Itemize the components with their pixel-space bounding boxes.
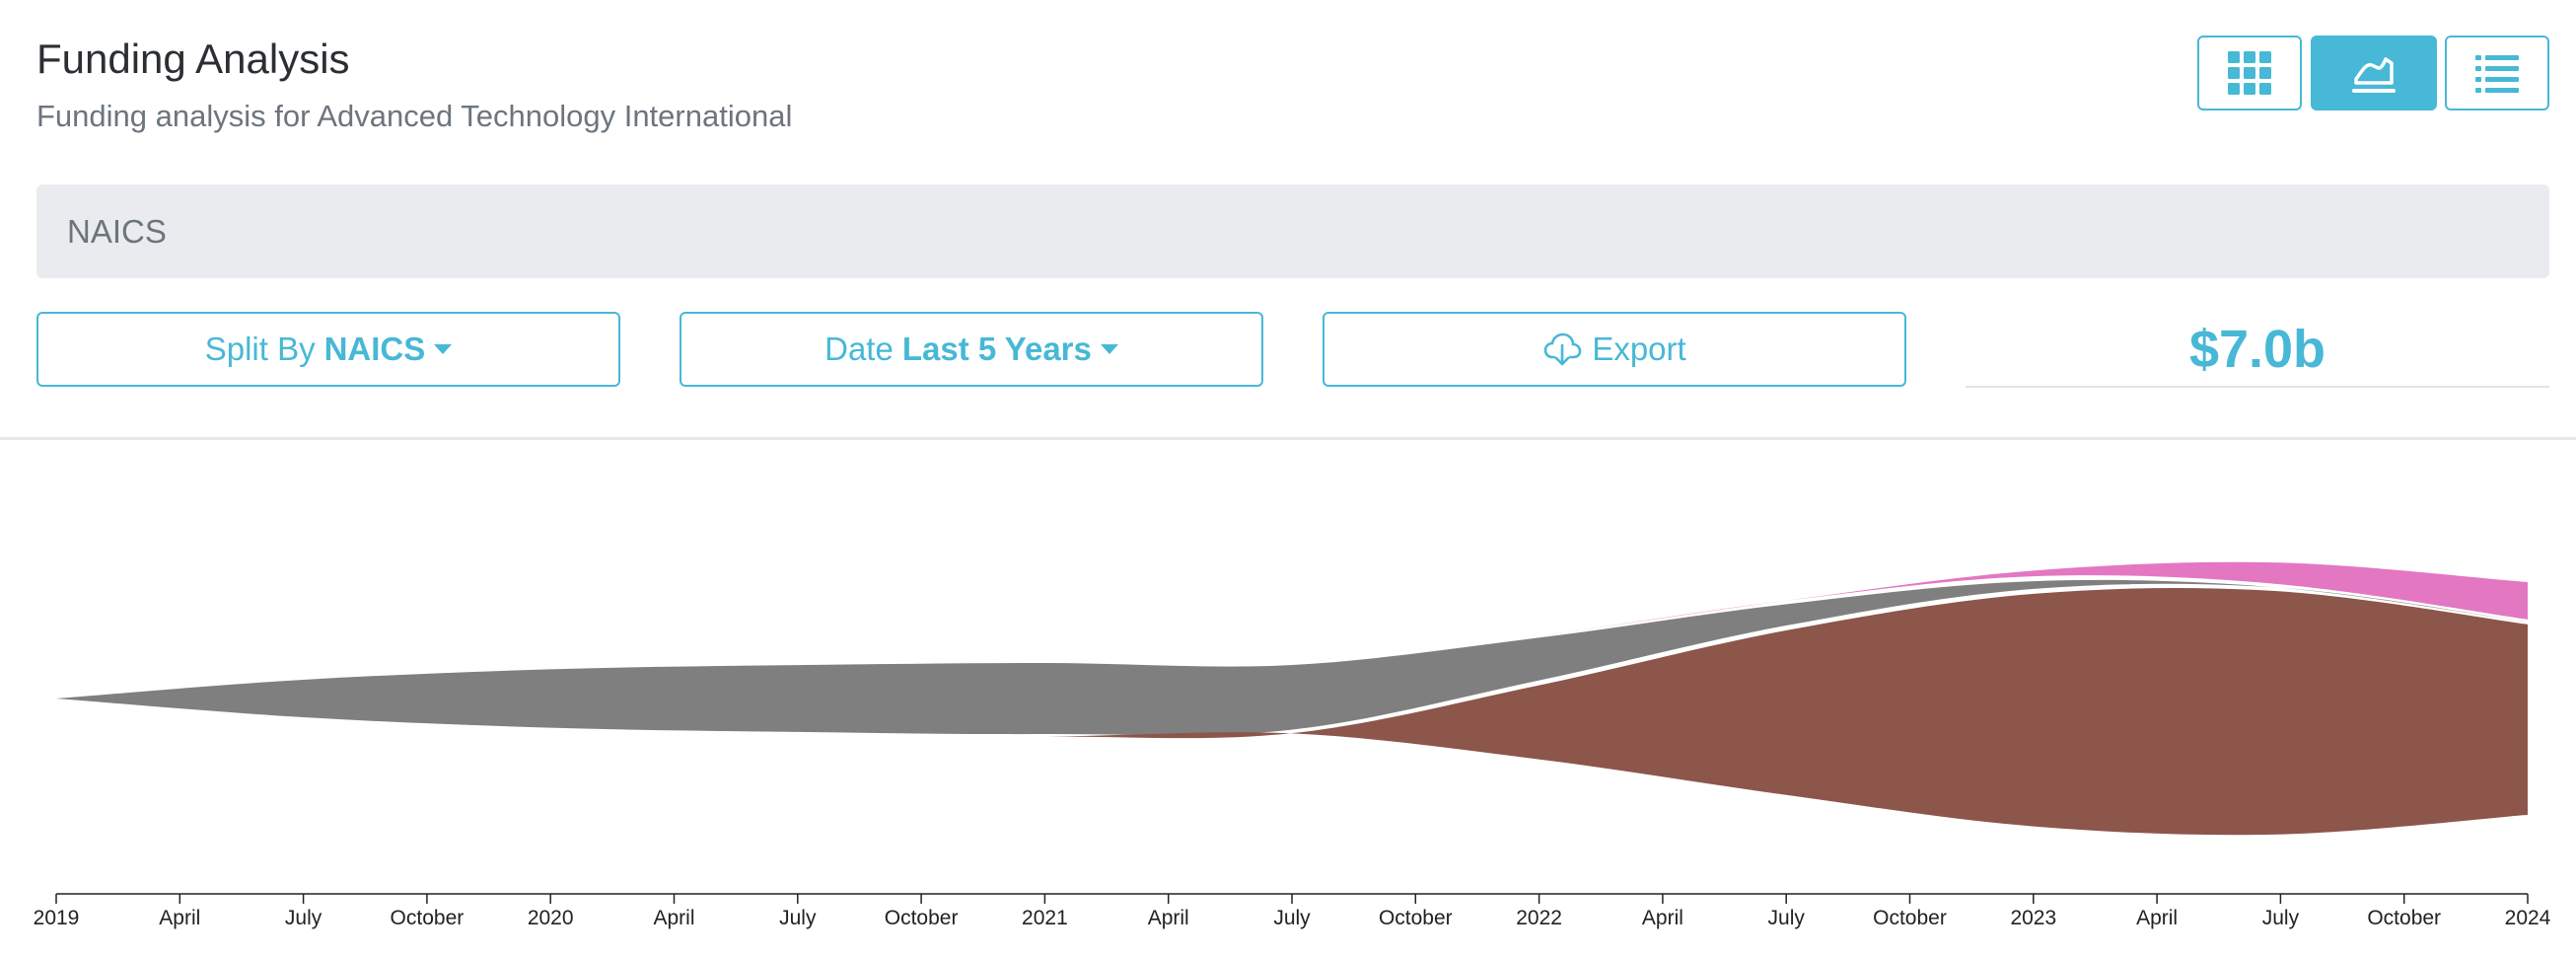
split-by-prefix: Split By xyxy=(204,331,316,367)
x-axis-tick-label: July xyxy=(285,907,322,929)
cloud-download-icon xyxy=(1544,332,1582,366)
section-divider xyxy=(0,437,2576,440)
x-axis-tick-label: July xyxy=(1273,907,1311,929)
caret-down-icon xyxy=(1100,344,1118,354)
x-axis-tick-label: 2023 xyxy=(2010,907,2056,929)
x-axis-tick-label: 2021 xyxy=(1022,907,1068,929)
grid-view-button[interactable] xyxy=(2197,36,2302,110)
total-underline xyxy=(1966,386,2549,388)
date-value: Last 5 Years xyxy=(901,331,1092,367)
page-title: Funding Analysis xyxy=(36,36,350,82)
page-subtitle: Funding analysis for Advanced Technology… xyxy=(36,99,793,133)
naics-filter-bar[interactable]: NAICS xyxy=(36,184,2549,278)
stream-layer[interactable] xyxy=(56,561,2528,699)
x-axis-tick-label: October xyxy=(391,907,465,929)
x-axis-tick-label: 2024 xyxy=(2505,907,2551,929)
area-chart-icon xyxy=(2352,57,2396,93)
caret-down-icon xyxy=(434,344,453,354)
stream-layer[interactable] xyxy=(56,579,2528,736)
x-axis-tick-label: October xyxy=(2367,907,2441,929)
funding-streamgraph: 2019 April July October 2020 April July October… xyxy=(34,561,2551,929)
x-axis-tick-label: 2020 xyxy=(528,907,574,929)
x-axis-tick-label: April xyxy=(1642,907,1683,929)
x-axis-tick-label: October xyxy=(1379,907,1453,929)
x-axis-tick-label: October xyxy=(1873,907,1947,929)
export-label: Export xyxy=(1592,331,1686,367)
list-icon xyxy=(2475,55,2519,93)
x-axis-tick-label: 2022 xyxy=(1516,907,1562,929)
x-axis-tick-label: April xyxy=(653,907,694,929)
x-axis-tick-label: April xyxy=(1148,907,1189,929)
x-axis-tick-label: 2019 xyxy=(34,907,80,929)
chart-view-button[interactable] xyxy=(2311,36,2437,110)
date-prefix: Date xyxy=(824,331,894,367)
x-axis-tick-label: April xyxy=(159,907,200,929)
list-view-button[interactable] xyxy=(2445,36,2549,110)
export-button[interactable]: Export xyxy=(1323,312,1906,387)
x-axis-tick-label: October xyxy=(885,907,959,929)
stream-layer[interactable] xyxy=(56,587,2528,836)
x-axis-tick-label: July xyxy=(1768,907,1806,929)
x-axis-tick-label: July xyxy=(779,907,817,929)
x-axis-tick-label: April xyxy=(2136,907,2178,929)
split-by-value: NAICS xyxy=(323,331,426,367)
date-range-dropdown[interactable]: Date Last 5 Years xyxy=(680,312,1263,387)
filter-label: NAICS xyxy=(67,212,167,250)
grid-icon xyxy=(2228,51,2271,95)
total-funding-value: $7.0b xyxy=(2188,320,2326,379)
split-by-dropdown[interactable]: Split By NAICS xyxy=(36,312,620,387)
x-axis-tick-label: July xyxy=(2262,907,2300,929)
